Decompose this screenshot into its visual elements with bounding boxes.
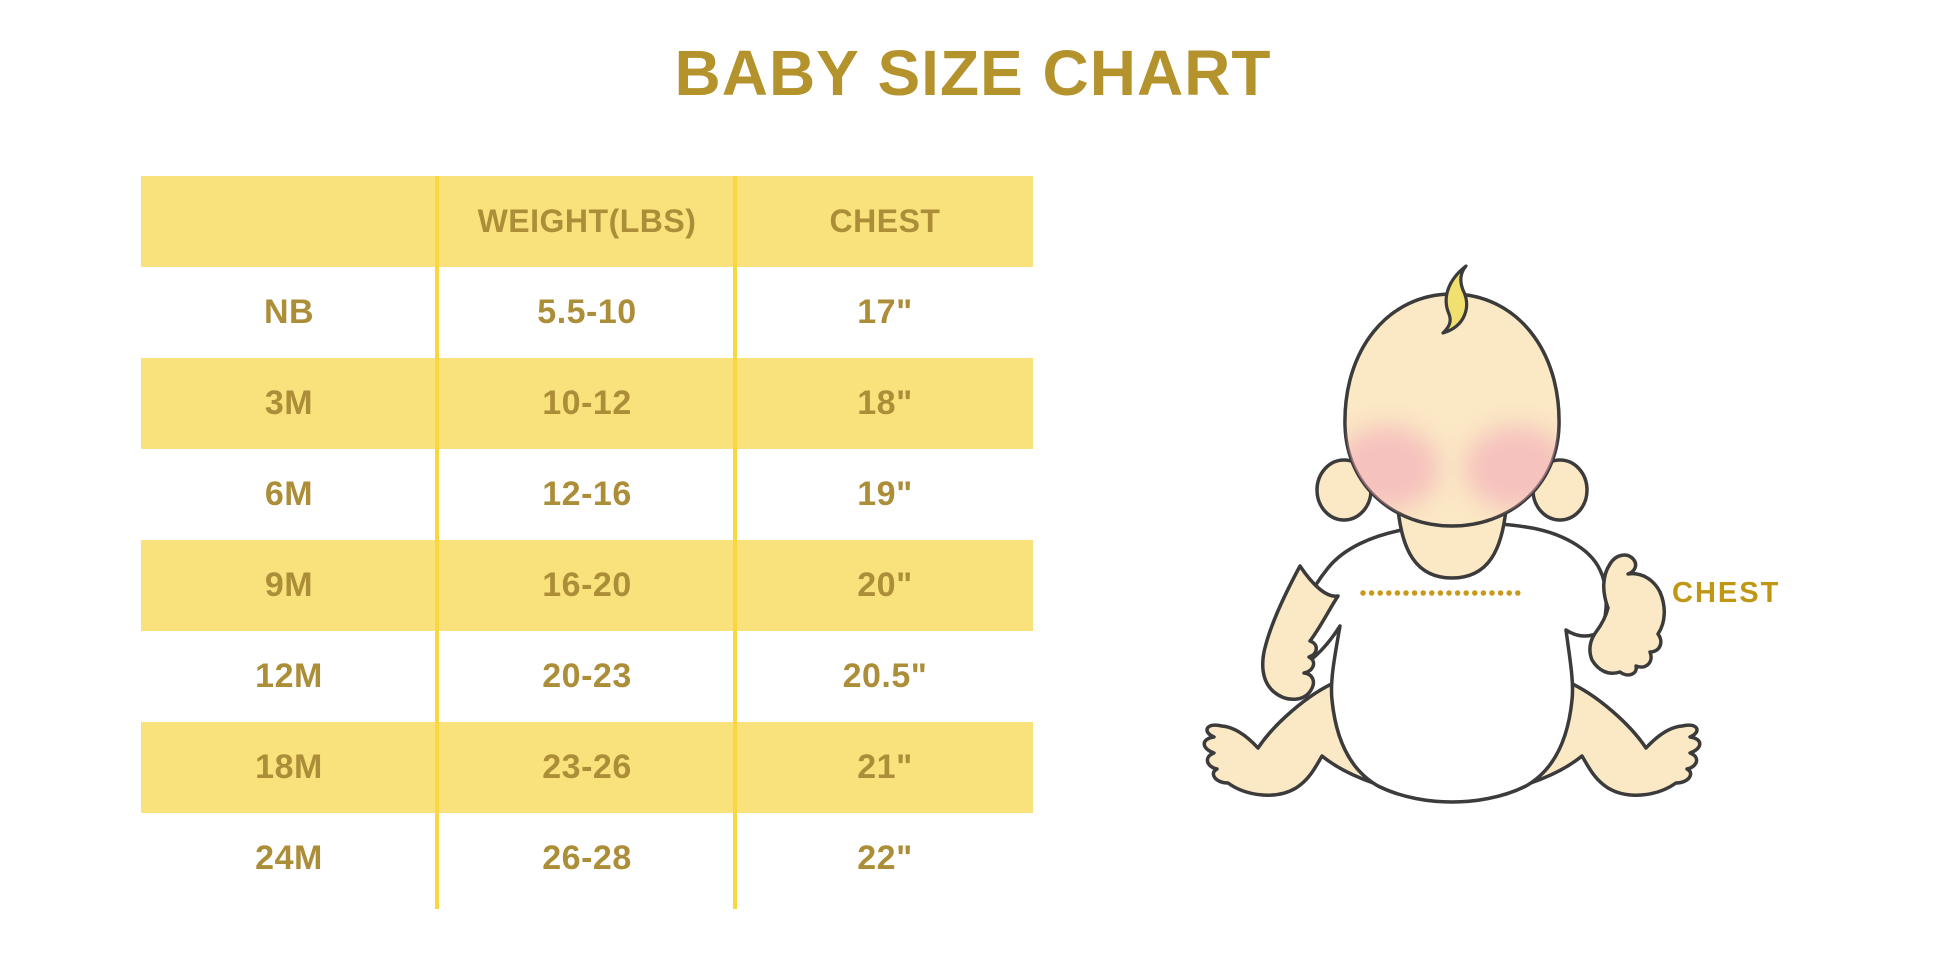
cell-chest: 21" (857, 748, 913, 786)
header-chest: CHEST (829, 203, 941, 239)
cell-weight: 23-26 (542, 748, 632, 786)
header-weight: WEIGHT(LBS) (477, 203, 697, 239)
cell-weight: 5.5-10 (537, 293, 637, 331)
cell-size: 24M (255, 839, 323, 877)
cell-size: 3M (264, 384, 314, 422)
cell-weight: 20-23 (542, 657, 632, 695)
cell-weight: 26-28 (542, 839, 632, 877)
baby-figure (1202, 264, 1702, 804)
cell-chest: 20.5" (842, 657, 928, 695)
baby-illustration: CHEST (1150, 230, 1850, 850)
cell-weight: 16-20 (542, 566, 632, 604)
cell-chest: 17" (857, 293, 913, 331)
cell-chest: 22" (857, 839, 913, 877)
cell-chest: 19" (857, 475, 913, 513)
table-row: 3M 10-12 18" (141, 358, 1033, 449)
cell-size: 9M (264, 566, 314, 604)
size-table: WEIGHT(LBS) CHEST NB 5.5-10 17" 3M 10-12… (141, 176, 1033, 909)
cell-chest: 18" (857, 384, 913, 422)
cell-weight: 12-16 (542, 475, 632, 513)
cell-size: NB (263, 293, 315, 331)
chest-label: CHEST (1672, 577, 1781, 609)
table-row: 12M 20-23 20.5" (141, 631, 1033, 722)
table-row: 6M 12-16 19" (141, 449, 1033, 540)
page-title: BABY SIZE CHART (674, 37, 1272, 109)
table-row: 9M 16-20 20" (141, 540, 1033, 631)
cell-size: 12M (255, 657, 323, 695)
cell-weight: 10-12 (542, 384, 632, 422)
hair-curl-icon (1441, 264, 1469, 335)
cell-chest: 20" (857, 566, 913, 604)
column-divider (733, 176, 737, 909)
right-fist (1588, 553, 1666, 677)
cell-size: 18M (255, 748, 323, 786)
left-arm (1260, 564, 1340, 701)
table-row: NB 5.5-10 17" (141, 267, 1033, 358)
cell-size: 6M (264, 475, 314, 513)
table-row: 24M 26-28 22" (141, 813, 1033, 904)
table-header-row: WEIGHT(LBS) CHEST (141, 176, 1033, 267)
table-row: 18M 23-26 21" (141, 722, 1033, 813)
column-divider (435, 176, 439, 909)
